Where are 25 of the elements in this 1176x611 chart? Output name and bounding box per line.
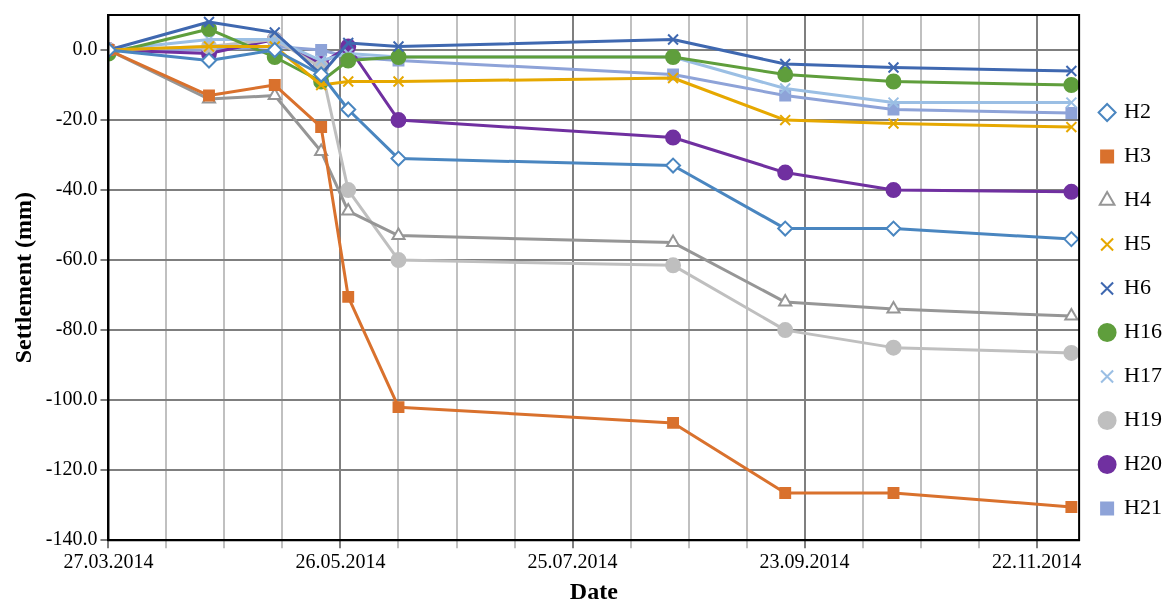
legend-label: H3: [1124, 142, 1151, 168]
y-tick-label: 0.0: [72, 37, 98, 60]
y-tick-label: -20.0: [55, 107, 98, 130]
legend-label: H4: [1124, 186, 1151, 212]
y-tick-label: -100.0: [45, 387, 98, 410]
y-tick-label: -120.0: [45, 457, 98, 480]
x-tick-label: 23.09.2014: [759, 550, 850, 573]
legend-label: H19: [1124, 406, 1162, 432]
y-tick-label: -80.0: [55, 317, 98, 340]
legend-label: H17: [1124, 362, 1162, 388]
legend-label: H21: [1124, 494, 1162, 520]
legend-label: H6: [1124, 274, 1151, 300]
x-tick-label: 25.07.2014: [527, 550, 618, 573]
x-tick-label: 26.05.2014: [295, 550, 386, 573]
y-tick-label: -40.0: [55, 177, 98, 200]
legend-label: H2: [1124, 98, 1151, 124]
x-axis-title: Date: [569, 577, 619, 604]
legend-label: H5: [1124, 230, 1151, 256]
legend-label: H16: [1124, 318, 1162, 344]
x-tick-label: 27.03.2014: [63, 550, 154, 573]
y-axis-title: Settlement (mm): [9, 191, 36, 364]
y-tick-label: -140.0: [45, 527, 98, 550]
legend-label: H20: [1124, 450, 1162, 476]
x-tick-label: 22.11.2014: [991, 550, 1082, 573]
y-tick-label: -60.0: [55, 247, 98, 270]
